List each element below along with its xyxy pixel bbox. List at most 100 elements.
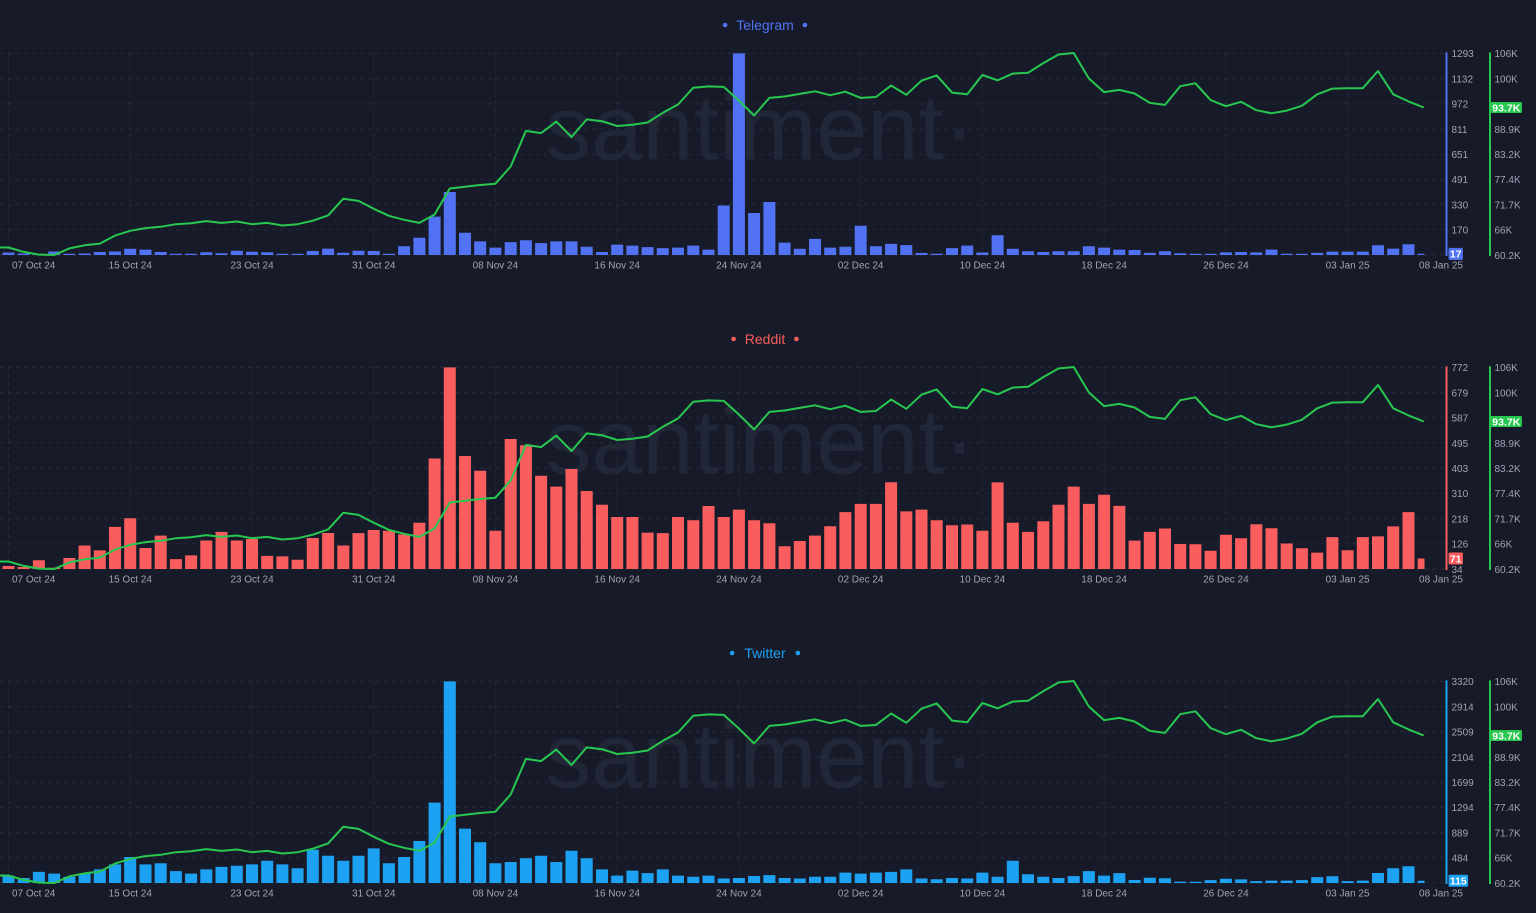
svg-text:2509: 2509 (1452, 728, 1475, 739)
svg-text:03 Jan 25: 03 Jan 25 (1326, 574, 1370, 585)
svg-text:18 Dec 24: 18 Dec 24 (1081, 888, 1127, 899)
svg-text:34: 34 (1452, 565, 1464, 576)
svg-text:31 Oct 24: 31 Oct 24 (352, 888, 396, 899)
svg-text:587: 587 (1452, 414, 1469, 425)
svg-text:2104: 2104 (1452, 753, 1475, 764)
svg-text:03 Jan 25: 03 Jan 25 (1326, 260, 1370, 271)
svg-text:07 Oct 24: 07 Oct 24 (12, 574, 56, 585)
svg-text:100K: 100K (1495, 74, 1519, 85)
svg-text:24 Nov 24: 24 Nov 24 (716, 888, 762, 899)
svg-text:23 Oct 24: 23 Oct 24 (230, 888, 274, 899)
svg-text:495: 495 (1452, 439, 1469, 450)
svg-text:08 Jan 25: 08 Jan 25 (1419, 888, 1463, 899)
svg-text:1132: 1132 (1452, 74, 1474, 85)
svg-text:126: 126 (1452, 540, 1469, 551)
svg-text:66K: 66K (1495, 226, 1513, 237)
svg-text:71.7K: 71.7K (1495, 200, 1521, 211)
svg-text:60.2K: 60.2K (1495, 251, 1521, 262)
svg-text:77.4K: 77.4K (1495, 175, 1521, 186)
svg-text:60.2K: 60.2K (1495, 565, 1521, 576)
svg-text:83.2K: 83.2K (1495, 778, 1521, 789)
svg-text:106K: 106K (1495, 49, 1519, 60)
svg-text:66K: 66K (1495, 540, 1513, 551)
svg-text:16 Nov 24: 16 Nov 24 (594, 574, 640, 585)
svg-text:106K: 106K (1495, 677, 1519, 688)
svg-text:10 Dec 24: 10 Dec 24 (960, 574, 1006, 585)
svg-text:15 Oct 24: 15 Oct 24 (109, 888, 153, 899)
svg-text:15 Oct 24: 15 Oct 24 (109, 260, 153, 271)
svg-text:93.7K: 93.7K (1492, 416, 1520, 428)
svg-text:170: 170 (1452, 226, 1469, 237)
svg-text:93.7K: 93.7K (1492, 730, 1520, 742)
svg-text:811: 811 (1452, 125, 1468, 136)
svg-text:972: 972 (1452, 100, 1469, 111)
svg-text:08 Nov 24: 08 Nov 24 (473, 574, 519, 585)
svg-text:491: 491 (1452, 175, 1469, 186)
svg-text:1293: 1293 (1452, 49, 1475, 60)
svg-text:100K: 100K (1495, 388, 1519, 399)
svg-text:889: 889 (1452, 828, 1469, 839)
svg-text:24 Nov 24: 24 Nov 24 (716, 574, 762, 585)
svg-text:santiment·: santiment· (545, 391, 975, 493)
svg-text:71.7K: 71.7K (1495, 514, 1521, 525)
svg-text:08 Jan 25: 08 Jan 25 (1419, 260, 1463, 271)
svg-text:26 Dec 24: 26 Dec 24 (1203, 574, 1249, 585)
svg-text:83.2K: 83.2K (1495, 464, 1521, 475)
svg-text:88.9K: 88.9K (1495, 753, 1521, 764)
svg-text:403: 403 (1452, 464, 1469, 475)
svg-text:24 Nov 24: 24 Nov 24 (716, 260, 762, 271)
svg-text:02 Dec 24: 02 Dec 24 (838, 260, 884, 271)
svg-text:23 Oct 24: 23 Oct 24 (230, 260, 274, 271)
svg-text:10 Dec 24: 10 Dec 24 (960, 260, 1006, 271)
svg-text:18 Dec 24: 18 Dec 24 (1081, 260, 1127, 271)
svg-text:1699: 1699 (1452, 778, 1475, 789)
svg-text:88.9K: 88.9K (1495, 439, 1521, 450)
svg-text:Twitter: Twitter (744, 645, 786, 661)
svg-text:08 Jan 25: 08 Jan 25 (1419, 574, 1463, 585)
svg-text:651: 651 (1452, 150, 1469, 161)
svg-text:26 Dec 24: 26 Dec 24 (1203, 260, 1249, 271)
svg-text:07 Oct 24: 07 Oct 24 (12, 888, 56, 899)
svg-text:26 Dec 24: 26 Dec 24 (1203, 888, 1249, 899)
svg-text:330: 330 (1452, 200, 1469, 211)
svg-text:218: 218 (1452, 514, 1469, 525)
svg-text:Reddit: Reddit (745, 331, 786, 347)
svg-text:100K: 100K (1495, 702, 1519, 713)
svg-text:10 Dec 24: 10 Dec 24 (960, 888, 1006, 899)
svg-text:1294: 1294 (1452, 803, 1475, 814)
svg-text:77.4K: 77.4K (1495, 803, 1521, 814)
svg-text:18 Dec 24: 18 Dec 24 (1081, 574, 1127, 585)
svg-text:60.2K: 60.2K (1495, 879, 1521, 890)
svg-text:679: 679 (1452, 388, 1469, 399)
svg-text:31 Oct 24: 31 Oct 24 (352, 260, 396, 271)
svg-text:106K: 106K (1495, 363, 1519, 374)
svg-text:23 Oct 24: 23 Oct 24 (230, 574, 274, 585)
svg-text:08 Nov 24: 08 Nov 24 (473, 888, 519, 899)
svg-text:santiment·: santiment· (545, 77, 975, 179)
svg-text:3320: 3320 (1452, 677, 1475, 688)
svg-text:15 Oct 24: 15 Oct 24 (109, 574, 153, 585)
svg-text:83.2K: 83.2K (1495, 150, 1521, 161)
svg-text:88.9K: 88.9K (1495, 125, 1521, 136)
svg-text:16 Nov 24: 16 Nov 24 (594, 260, 640, 271)
svg-text:07 Oct 24: 07 Oct 24 (12, 260, 56, 271)
svg-text:08 Nov 24: 08 Nov 24 (473, 260, 519, 271)
svg-text:16 Nov 24: 16 Nov 24 (594, 888, 640, 899)
svg-text:02 Dec 24: 02 Dec 24 (838, 574, 884, 585)
svg-text:Telegram: Telegram (736, 17, 794, 33)
svg-text:2914: 2914 (1452, 702, 1475, 713)
svg-text:66K: 66K (1495, 854, 1513, 865)
svg-text:115: 115 (1450, 876, 1467, 888)
svg-text:772: 772 (1452, 363, 1469, 374)
svg-text:03 Jan 25: 03 Jan 25 (1326, 888, 1370, 899)
svg-text:93.7K: 93.7K (1492, 102, 1520, 114)
svg-text:31 Oct 24: 31 Oct 24 (352, 574, 396, 585)
svg-text:71.7K: 71.7K (1495, 828, 1521, 839)
svg-text:santiment·: santiment· (545, 705, 975, 807)
svg-text:17: 17 (1450, 249, 1462, 261)
svg-text:02 Dec 24: 02 Dec 24 (838, 888, 884, 899)
svg-text:77.4K: 77.4K (1495, 489, 1521, 500)
svg-text:71: 71 (1450, 553, 1462, 565)
svg-text:310: 310 (1452, 489, 1469, 500)
svg-text:484: 484 (1452, 854, 1469, 865)
